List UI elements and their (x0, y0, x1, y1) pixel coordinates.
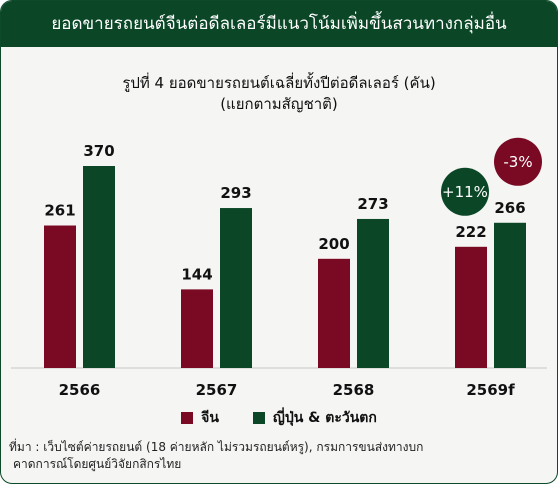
legend-item-japan-western: ญี่ปุ่น & ตะวันตก (252, 407, 377, 429)
bar-japan-western-2569f (494, 222, 526, 368)
legend-label-china: จีน (201, 410, 219, 426)
legend-label-japan-western: ญี่ปุ่น & ตะวันตก (272, 410, 377, 426)
bar-japan-western-2568 (357, 218, 389, 368)
legend-swatch-japan-western (252, 412, 265, 424)
annotation-label: +11% (442, 183, 488, 201)
legend-item-china: จีน (181, 407, 219, 429)
legend: จีน ญี่ปุ่น & ตะวันตก (1, 407, 557, 429)
source-note: ที่มา : เว็บไซต์ค่ายรถยนต์ (18 ค่ายหลัก … (9, 439, 549, 473)
data-label: 266 (494, 199, 525, 217)
bar-china-2566 (44, 225, 76, 368)
annotation-label: -3% (503, 153, 532, 171)
x-tick-label: 2566 (59, 381, 101, 399)
bar-japan-western-2566 (83, 166, 115, 368)
source-line-2: คาดการณ์โดยศูนย์วิจัยกสิกรไทย (13, 457, 182, 471)
x-tick-label: 2567 (196, 381, 238, 399)
data-label: 222 (455, 223, 486, 241)
bar-china-2568 (318, 258, 350, 368)
bar-china-2569f (455, 246, 487, 368)
data-label: 293 (220, 184, 251, 202)
x-tick-label: 2569f (466, 381, 515, 399)
bar-china-2567 (181, 289, 213, 368)
data-label: 273 (357, 195, 388, 213)
source-line-1: ที่มา : เว็บไซต์ค่ายรถยนต์ (18 ค่ายหลัก … (9, 440, 424, 454)
data-label: 144 (181, 265, 212, 283)
bar-chart: 261 370 2566 144 293 2567 200 273 2568 222 266 2569… (11, 137, 547, 399)
header-title: ยอดขายรถยนต์จีนต่อดีลเลอร์มีแนวโน้มเพิ่ม… (1, 1, 557, 47)
chart-subtitle: (แยกตามสัญชาติ) (220, 95, 338, 113)
legend-swatch-china (181, 412, 194, 424)
x-tick-label: 2568 (333, 381, 375, 399)
bar-japan-western-2567 (220, 208, 252, 368)
data-label: 200 (318, 235, 349, 253)
annotation-circle (441, 167, 489, 216)
annotation-circle (494, 137, 542, 186)
data-label: 261 (44, 202, 75, 220)
chart-title: รูปที่ 4 ยอดขายรถยนต์เฉลี่ยทั้งปีต่อดีลเ… (122, 74, 436, 92)
data-label: 370 (83, 142, 114, 160)
